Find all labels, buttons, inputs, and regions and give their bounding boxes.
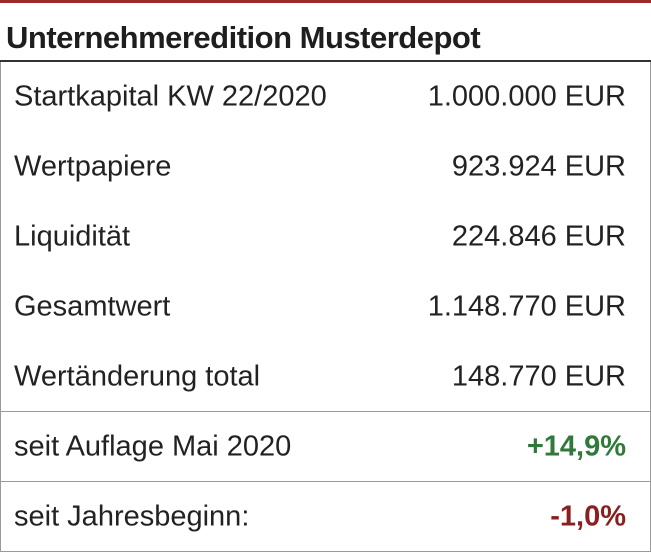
- row-value: 1.000.000 EUR: [427, 80, 626, 113]
- row-label: Wertänderung total: [14, 360, 261, 392]
- table-row-wertaenderung: Wertänderung total 148.770 EUR: [0, 342, 651, 412]
- table-row-seit-auflage: seit Auflage Mai 2020 +14,9%: [0, 412, 651, 482]
- row-value-positive: +14,9%: [526, 430, 626, 462]
- title-divider: [0, 60, 651, 62]
- table-row-startkapital: Startkapital KW 22/2020 1.000.000 EUR: [0, 62, 651, 132]
- row-value-negative: -1,0%: [550, 500, 626, 532]
- row-label: Liquidität: [14, 220, 131, 253]
- row-label: Startkapital KW 22/2020: [14, 80, 327, 113]
- table-row-gesamtwert: Gesamtwert 1.148.770 EUR: [0, 272, 651, 342]
- row-value: 148.770 EUR: [451, 360, 626, 392]
- row-label: Wertpapiere: [14, 150, 172, 183]
- page-title: Unternehmeredition Musterdepot: [6, 20, 481, 55]
- row-label: seit Auflage Mai 2020: [14, 430, 292, 462]
- row-label: Gesamtwert: [14, 290, 171, 323]
- row-value: 923.924 EUR: [451, 150, 626, 183]
- row-value: 224.846 EUR: [451, 220, 626, 253]
- top-accent-rule: [0, 0, 651, 3]
- row-value: 1.148.770 EUR: [427, 290, 626, 323]
- table-row-liquiditaet: Liquidität 224.846 EUR: [0, 202, 651, 272]
- table-row-seit-jahresbeginn: seit Jahresbeginn: -1,0%: [0, 482, 651, 552]
- row-label: seit Jahresbeginn:: [14, 500, 250, 532]
- depot-table: Startkapital KW 22/2020 1.000.000 EUR We…: [0, 62, 651, 552]
- table-row-wertpapiere: Wertpapiere 923.924 EUR: [0, 132, 651, 202]
